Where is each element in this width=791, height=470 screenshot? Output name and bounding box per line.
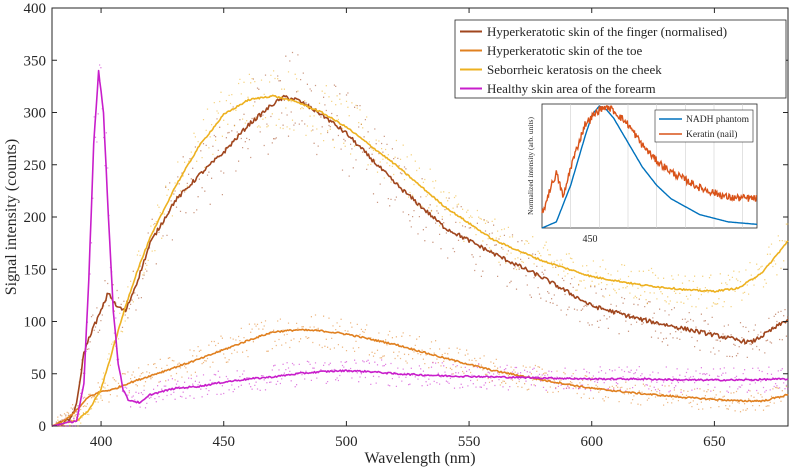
x-tick-label-500: 500 xyxy=(335,434,358,450)
inset-legend-label-keratin: Keratin (nail) xyxy=(686,129,737,140)
inset-series-line-1 xyxy=(541,105,757,229)
y-tick-label-50: 50 xyxy=(31,367,46,383)
y-axis-label: Signal intensity (counts) xyxy=(3,139,20,295)
legend-label-forearm: Healthy skin area of the forearm xyxy=(487,81,656,96)
y-tick-label-250: 250 xyxy=(24,158,47,174)
legend-box xyxy=(454,19,787,99)
series-line-3 xyxy=(51,94,789,427)
inset-chart: Normalized intensity (arb. units) 450 NA… xyxy=(526,103,758,245)
series-line-1 xyxy=(51,94,789,427)
y-tick-label-350: 350 xyxy=(24,53,47,69)
legend: Hyperkeratotic skin of the finger (norma… xyxy=(454,19,787,99)
inset-y-axis-label: Normalized intensity (arb. units) xyxy=(526,117,535,215)
inset-x-tick-label: 450 xyxy=(583,234,598,245)
y-tick-label-300: 300 xyxy=(24,106,47,122)
legend-label-cheek: Seborrheic keratosis on the cheek xyxy=(487,62,662,77)
legend-label-toe: Hyperkeratotic skin of the toe xyxy=(487,43,642,58)
x-axis-label: Wavelength (nm) xyxy=(364,450,475,467)
inset-legend-box xyxy=(654,109,754,143)
series-line-2 xyxy=(51,328,789,427)
x-tick-label-400: 400 xyxy=(90,434,113,450)
series-lines xyxy=(51,69,789,427)
x-tick-label-650: 650 xyxy=(703,434,726,450)
x-tick-label-450: 450 xyxy=(212,434,235,450)
y-tick-label-150: 150 xyxy=(24,262,47,278)
y-tick-label-200: 200 xyxy=(24,210,47,226)
y-tick-label-400: 400 xyxy=(24,1,47,17)
raw-points-series-3 xyxy=(57,70,789,427)
inset-legend-label-nadh: NADH phantom xyxy=(686,115,750,125)
x-tick-label-600: 600 xyxy=(580,434,603,450)
axes: 400 450 500 550 600 650 0 50 100 150 200 250 300 350 4… xyxy=(24,1,788,450)
x-tick-label-550: 550 xyxy=(458,434,481,450)
y-tick-label-100: 100 xyxy=(24,315,47,331)
series-line-4 xyxy=(51,69,789,427)
legend-label-finger: Hyperkeratotic skin of the finger (norma… xyxy=(487,24,727,39)
main-chart: 400 450 500 550 600 650 0 50 100 150 200 250 300 350 4… xyxy=(3,1,789,467)
inset-series-line-2 xyxy=(541,105,758,214)
inset-series-lines xyxy=(541,105,758,229)
inset-legend: NADH phantom Keratin (nail) xyxy=(654,109,754,143)
y-tick-label-0: 0 xyxy=(39,419,47,435)
